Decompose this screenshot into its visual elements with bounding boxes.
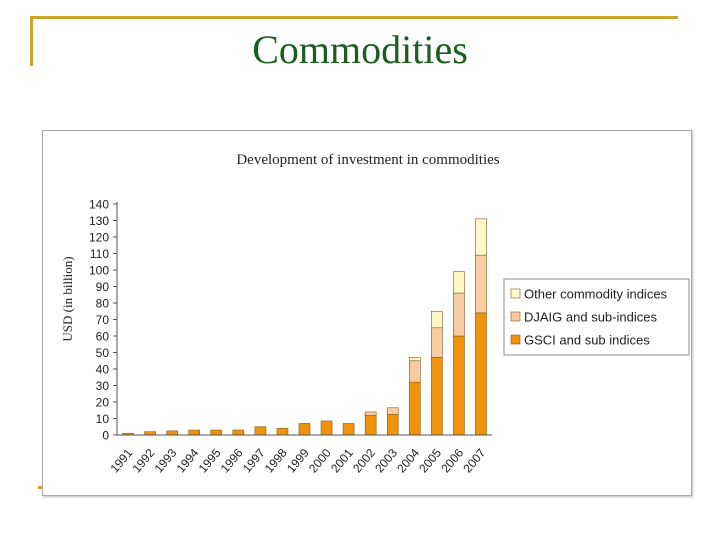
frame-top-line bbox=[30, 16, 678, 19]
chart-panel: Development of investment in commodities… bbox=[42, 130, 692, 496]
bar-gsci-1993 bbox=[166, 430, 178, 436]
legend-swatch bbox=[510, 334, 521, 345]
bar-gsci-2007 bbox=[475, 312, 487, 436]
bar-gsci-2003 bbox=[386, 414, 399, 436]
x-tick-label: 2003 bbox=[372, 446, 400, 476]
bar-gsci-2002 bbox=[364, 414, 377, 436]
bar-gsci-1995 bbox=[210, 429, 223, 436]
bars-group bbox=[122, 218, 487, 436]
x-tick-label: 1998 bbox=[262, 446, 290, 476]
x-tick-label: 2004 bbox=[394, 446, 422, 476]
y-tick-label: 70 bbox=[96, 313, 110, 327]
bar-djaig-2006 bbox=[453, 292, 465, 337]
y-tick-label: 100 bbox=[89, 264, 109, 278]
chart-title: Development of investment in commodities bbox=[236, 152, 499, 168]
y-tick-label: 130 bbox=[89, 214, 109, 228]
x-tick-label: 1992 bbox=[129, 446, 157, 476]
legend-label: GSCI and sub indices bbox=[524, 333, 650, 348]
x-tick-label: 1996 bbox=[218, 446, 246, 476]
bar-gsci-1998 bbox=[276, 428, 289, 436]
bar-other-2007 bbox=[475, 218, 487, 256]
y-tick-label: 60 bbox=[96, 330, 110, 344]
x-tick-label: 2005 bbox=[416, 446, 444, 476]
bar-gsci-2001 bbox=[342, 423, 355, 436]
y-tick-label: 30 bbox=[96, 379, 110, 393]
y-tick-label: 140 bbox=[89, 198, 109, 212]
bar-other-2004 bbox=[408, 357, 421, 362]
bar-other-2006 bbox=[453, 271, 465, 294]
x-tick-label: 1993 bbox=[152, 446, 180, 476]
bar-gsci-2000 bbox=[320, 420, 333, 436]
y-tick-label: 40 bbox=[96, 363, 110, 377]
y-tick-label: 110 bbox=[90, 247, 109, 261]
bar-djaig-2002 bbox=[364, 411, 377, 416]
y-tick-label: 50 bbox=[96, 346, 110, 360]
bar-djaig-2004 bbox=[408, 360, 421, 383]
y-tick-label: 120 bbox=[89, 231, 109, 245]
bar-gsci-1996 bbox=[232, 429, 245, 436]
legend-label: DJAIG and sub-indices bbox=[524, 310, 657, 325]
bar-gsci-1994 bbox=[188, 429, 201, 436]
x-tick-label: 1999 bbox=[284, 446, 312, 476]
y-axis-label: USD (in billion) bbox=[60, 256, 75, 341]
x-axis-ticks: 1991199219931994199519961997199819992000… bbox=[107, 446, 488, 476]
y-tick-label: 90 bbox=[96, 280, 110, 294]
y-axis-ticks: 0 10 20 30 40 50 60 70 80 90 100 110 120 130 140 bbox=[89, 198, 117, 443]
legend-swatch bbox=[510, 311, 521, 322]
slide-title: Commodities bbox=[252, 27, 468, 72]
legend-label: Other commodity indices bbox=[524, 287, 668, 302]
x-tick-label: 2007 bbox=[460, 446, 488, 476]
bar-djaig-2005 bbox=[431, 327, 443, 358]
x-tick-label: 1995 bbox=[196, 446, 224, 476]
y-tick-label: 80 bbox=[96, 297, 110, 311]
bar-gsci-2005 bbox=[431, 357, 443, 436]
x-tick-label: 2000 bbox=[306, 446, 334, 476]
bar-other-2005 bbox=[431, 310, 443, 329]
bar-djaig-2007 bbox=[475, 254, 487, 314]
bar-gsci-2004 bbox=[408, 381, 421, 436]
y-tick-label: 10 bbox=[96, 412, 110, 426]
y-tick-label: 20 bbox=[96, 396, 110, 410]
x-tick-label: 2002 bbox=[350, 446, 378, 476]
x-tick-label: 2006 bbox=[438, 446, 466, 476]
x-tick-label: 1997 bbox=[240, 446, 268, 476]
bar-gsci-2006 bbox=[453, 335, 465, 436]
bar-djaig-2003 bbox=[386, 407, 399, 415]
x-tick-label: 2001 bbox=[328, 446, 356, 476]
frame-left-line bbox=[30, 16, 33, 66]
x-tick-label: 1994 bbox=[174, 446, 202, 476]
bar-gsci-1999 bbox=[298, 423, 311, 436]
legend-box bbox=[503, 278, 690, 356]
legend: Other commodity indices DJAIG and sub-ind… bbox=[503, 278, 690, 356]
bar-gsci-1997 bbox=[254, 426, 267, 436]
legend-swatch bbox=[510, 288, 521, 299]
chart-canvas: Development of investment in commodities… bbox=[60, 152, 690, 476]
y-tick-label: 0 bbox=[102, 429, 109, 443]
x-tick-label: 1991 bbox=[107, 446, 135, 476]
